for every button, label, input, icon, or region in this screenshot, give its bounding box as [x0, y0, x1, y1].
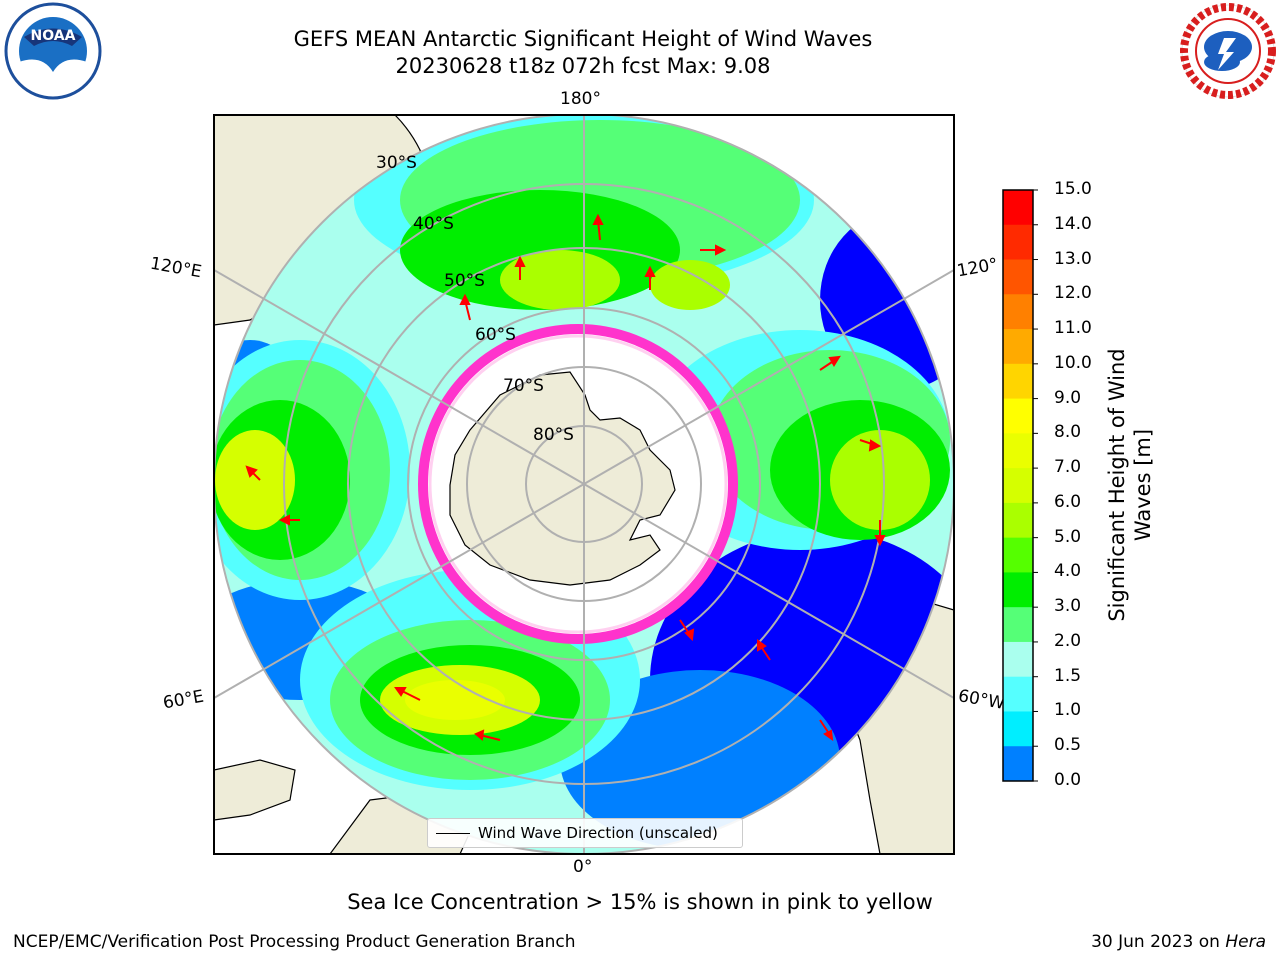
- colorbar-segment: [1003, 746, 1033, 782]
- lon-label-bottom: 0°: [573, 857, 593, 877]
- nws-logo: [1178, 2, 1278, 100]
- colorbar-segment: [1003, 468, 1033, 504]
- colorbar-segment: [1003, 329, 1033, 365]
- colorbar-tick-label: 7.0: [1054, 457, 1082, 478]
- lat-label-70s: 70°S: [503, 376, 544, 396]
- colorbar-tick-label: 4.0: [1054, 561, 1082, 582]
- colorbar-segment: [1003, 433, 1033, 469]
- colorbar-label-line2: Waves [m]: [1131, 428, 1155, 542]
- colorbar-segment: [1003, 502, 1033, 539]
- legend-line: [436, 832, 470, 834]
- antarctica: [449, 371, 676, 586]
- footer-host: Hera: [1225, 932, 1266, 952]
- colorbar-tick-label: 3.0: [1054, 596, 1082, 617]
- lon-label-top: 180°: [560, 89, 601, 109]
- colorbar-segment: [1003, 607, 1033, 643]
- colorbar-label-line1: Significant Height of Wind: [1105, 348, 1129, 622]
- chart-subtitle: 20230628 t18z 072h fcst Max: 9.08: [395, 54, 771, 78]
- footer-date: 30 Jun 2023 on: [1091, 932, 1226, 952]
- colorbar-tick-label: 14.0: [1054, 213, 1092, 234]
- lat-label-80s: 80°S: [533, 425, 574, 445]
- colorbar: [1002, 189, 1038, 782]
- lat-label-40s: 40°S: [413, 214, 454, 234]
- legend-label: Wind Wave Direction (unscaled): [478, 824, 718, 842]
- colorbar-tick-label: 1.0: [1054, 700, 1082, 721]
- colorbar-label: Significant Height of Wind Waves [m]: [1104, 325, 1156, 645]
- chart-title: GEFS MEAN Antarctic Significant Height o…: [293, 27, 873, 51]
- lat-label-30s: 30°S: [376, 153, 417, 173]
- colorbar-segment: [1003, 294, 1033, 330]
- colorbar-tick-label: 12.0: [1054, 283, 1092, 304]
- colorbar-segment: [1003, 190, 1033, 226]
- sea-ice-caption: Sea Ice Concentration > 15% is shown in …: [347, 890, 933, 914]
- colorbar-segment: [1003, 676, 1033, 712]
- colorbar-tick-label: 0.0: [1054, 770, 1082, 790]
- colorbar-tick-label: 10.0: [1054, 352, 1092, 373]
- graticule: [214, 115, 954, 854]
- colorbar-segment: [1003, 363, 1033, 400]
- colorbar-tick-label: 1.5: [1054, 665, 1082, 686]
- colorbar-tick-label: 13.0: [1054, 248, 1092, 269]
- colorbar-segment: [1003, 398, 1033, 434]
- noaa-logo: NOAA: [2, 2, 104, 100]
- colorbar-tick-label: 15.0: [1054, 179, 1092, 199]
- footer-right: 30 Jun 2023 on Hera: [1091, 932, 1266, 952]
- colorbar-segment: [1003, 641, 1033, 678]
- lat-label-60s: 60°S: [475, 325, 516, 345]
- footer-left: NCEP/EMC/Verification Post Processing Pr…: [13, 932, 576, 952]
- wind-wave-arrows: [245, 213, 886, 742]
- colorbar-tick-label: 0.5: [1054, 735, 1082, 756]
- colorbar-segment: [1003, 259, 1033, 295]
- colorbar-segment: [1003, 711, 1033, 747]
- map-legend: Wind Wave Direction (unscaled): [427, 818, 743, 848]
- svg-text:NOAA: NOAA: [31, 28, 76, 44]
- colorbar-tick-label: 2.0: [1054, 630, 1082, 651]
- colorbar-tick-label: 11.0: [1054, 318, 1092, 339]
- colorbar-tick-label: 9.0: [1054, 387, 1082, 408]
- colorbar-tick-label: 8.0: [1054, 422, 1082, 443]
- colorbar-tick-label: 5.0: [1054, 526, 1082, 547]
- colorbar-segment: [1003, 224, 1033, 261]
- colorbar-tick-label: 6.0: [1054, 491, 1082, 512]
- colorbar-segment: [1003, 572, 1033, 608]
- colorbar-segment: [1003, 537, 1033, 573]
- lat-label-50s: 50°S: [444, 271, 485, 291]
